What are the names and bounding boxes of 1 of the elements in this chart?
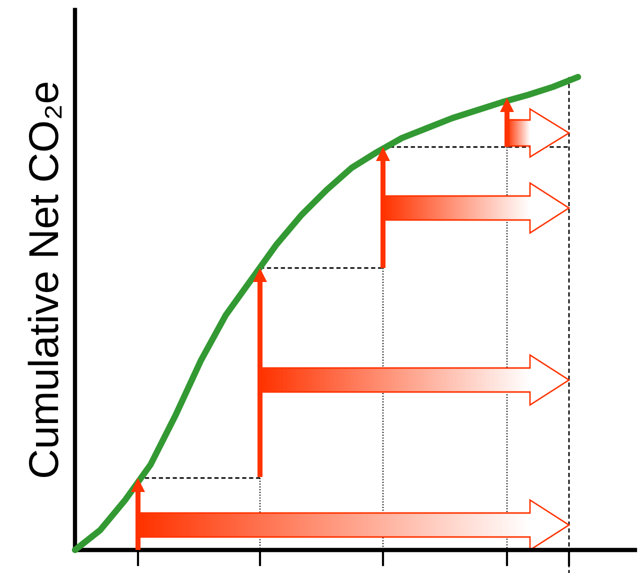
y-axis-title: Cumulative Net CO₂e <box>28 82 62 477</box>
